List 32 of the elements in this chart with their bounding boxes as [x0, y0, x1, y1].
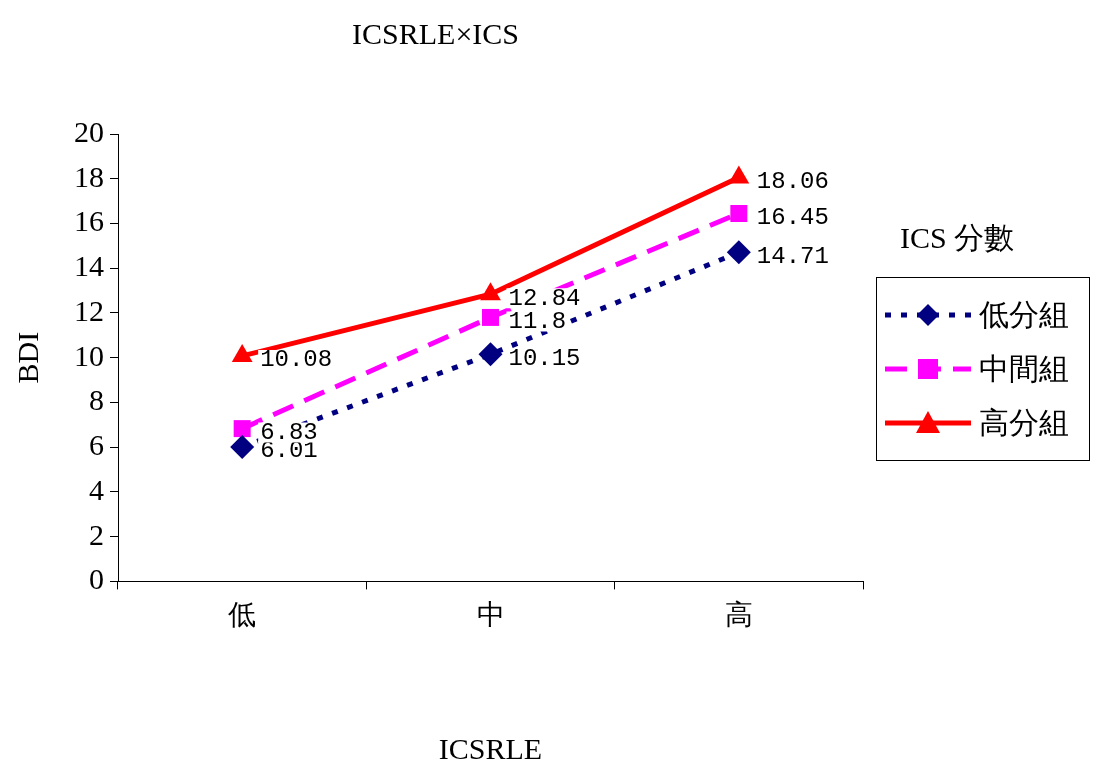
point: [482, 308, 499, 326]
data-label: 16.45: [756, 203, 829, 231]
y-tick-label: 0: [89, 562, 104, 596]
y-tick-label: 2: [89, 517, 104, 551]
data-label: 10.15: [508, 344, 581, 372]
y-tick-label: 6: [89, 428, 104, 462]
point: [233, 420, 251, 438]
y-tick-label: 20: [74, 114, 104, 148]
point: [230, 434, 255, 459]
point: [730, 204, 748, 222]
y-tick-label: 8: [89, 383, 104, 417]
y-tick-label: 12: [74, 293, 104, 327]
legend-label: 中間組: [979, 350, 1069, 387]
point: [478, 342, 503, 367]
y-tick-label: 4: [89, 472, 104, 506]
y-tick-label: 10: [74, 338, 104, 372]
legend-label: 高分組: [979, 404, 1069, 441]
y-tick-label: 14: [74, 249, 104, 283]
x-tick-label: 高: [724, 598, 753, 630]
chart-title: ICSRLE×ICS: [352, 16, 519, 50]
x-tick-label: 中: [476, 598, 505, 630]
data-label: 10.08: [260, 346, 333, 374]
data-label: 18.06: [756, 167, 829, 195]
y-axis-title: BDI: [10, 331, 44, 384]
x-axis-title: ICSRLE: [438, 731, 543, 765]
x-tick-label: 低: [228, 598, 257, 630]
data-label: 14.71: [756, 242, 829, 270]
y-tick-label: 18: [74, 159, 104, 193]
y-tick-label: 16: [74, 204, 104, 238]
legend-label: 低分組: [979, 296, 1069, 333]
point: [726, 240, 751, 265]
legend-title: ICS 分數: [900, 220, 1016, 256]
